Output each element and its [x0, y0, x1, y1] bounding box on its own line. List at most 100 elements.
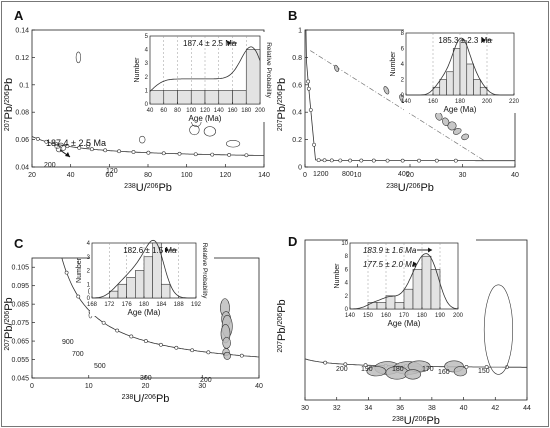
- concordia-marker: [177, 151, 182, 156]
- x-axis-label-text: 238U/206Pb: [392, 415, 440, 427]
- concordia-marker: [146, 150, 151, 155]
- y-axis-label-text: 207Pb/206Pb: [3, 297, 15, 350]
- inset-x-tick-label: 200: [482, 99, 493, 105]
- inset-annotation-arrowhead: [428, 247, 433, 253]
- concordia-marker: [131, 150, 136, 154]
- error-ellipse: [85, 142, 91, 149]
- error-ellipse: [442, 117, 450, 127]
- concordia-marker: [161, 151, 166, 156]
- y-axis-label-text: 207Pb/206Pb: [3, 78, 15, 131]
- inset-x-tick-label: 100: [186, 108, 197, 114]
- y-tick-label: 0.04: [15, 165, 29, 172]
- y-axis-label-part: Pb/: [276, 102, 288, 119]
- x-tick-label: 30: [198, 383, 206, 390]
- y-axis-label-part: Pb: [276, 78, 288, 91]
- y-tick-label: 0: [298, 165, 302, 172]
- panel-letter: A: [14, 8, 24, 23]
- x-axis-label-part: 206: [144, 394, 156, 401]
- x-tick-label: 120: [219, 172, 231, 179]
- error-ellipse: [404, 369, 422, 380]
- inset-annotation: 183.9 ± 1.6 Ma: [363, 246, 417, 255]
- histogram-bar: [439, 79, 447, 96]
- x-tick-label: 60: [105, 172, 113, 179]
- concordia-marker: [44, 139, 49, 144]
- y-axis-label-part: 207: [277, 341, 284, 353]
- x-tick-label: 38: [428, 405, 436, 412]
- inset-x-tick-label: 40: [147, 108, 154, 114]
- histogram-bar: [452, 48, 461, 96]
- y-axis-label-part: Pb/: [3, 322, 15, 339]
- histogram-bar: [163, 90, 178, 105]
- x-tick-label: 32: [333, 405, 341, 412]
- error-ellipse: [54, 144, 60, 149]
- inset-annotation: 185.3 ± 2.3 Ma: [438, 36, 492, 45]
- annotation-arrowhead: [65, 152, 70, 157]
- inset-x-label: Age (Ma): [388, 319, 421, 328]
- concordia-marker: [210, 152, 215, 157]
- x-tick-label: 140: [258, 172, 270, 179]
- inset-y-tick-label: 2: [145, 75, 149, 81]
- histogram-bar: [245, 49, 261, 105]
- inset-y-tick-label: 3: [87, 255, 91, 261]
- concordia-age-label: 200: [44, 162, 56, 169]
- concordia-age-label: 120: [106, 168, 118, 175]
- x-tick-label: 80: [144, 172, 152, 179]
- histogram-bar: [473, 79, 481, 96]
- x-tick-label: 30: [301, 405, 309, 412]
- error-ellipse: [453, 366, 468, 377]
- inset-annotation-arrowhead: [227, 40, 232, 46]
- panel-A: A20 40 60 80 100 120 1400.040.060.080.10.120.1…: [14, 8, 270, 179]
- x-tick-label: 44: [523, 405, 531, 412]
- concordia-marker: [338, 158, 343, 163]
- concordia-marker: [77, 145, 82, 150]
- y-tick-label: 0.2: [292, 137, 302, 144]
- error-ellipse: [447, 121, 457, 131]
- inset-x-tick-label: 170: [399, 313, 410, 319]
- x-axis-label-part: U/: [136, 182, 148, 194]
- inset-y-label: Number: [76, 257, 83, 283]
- concordia-marker: [323, 360, 328, 365]
- error-ellipse: [75, 51, 82, 64]
- concordia-marker: [306, 86, 311, 91]
- inset-x-tick-label: 192: [191, 302, 202, 308]
- y-tick-label: 0.105: [11, 265, 29, 272]
- y-axis-label-part: 207: [4, 339, 11, 351]
- concordia-age-label: 150: [478, 368, 490, 375]
- concordia-age-label: 180: [392, 366, 404, 373]
- inset-C: 168 172 176 180 184 188 192 0 1 2 3 4 Age (Ma) Number…: [76, 239, 214, 317]
- y-axis-label-part: 207: [277, 119, 284, 131]
- inset-x-tick-label: 180: [241, 108, 252, 114]
- concordia-marker: [190, 348, 195, 353]
- inset-y-tick-label: 4: [87, 241, 91, 247]
- concordia-marker: [385, 158, 390, 163]
- y-axis-label-part: Pb/: [3, 102, 15, 119]
- concordia-marker: [158, 342, 163, 347]
- inset-x-tick-label: 184: [156, 302, 167, 308]
- y-tick-label: 0.8: [292, 55, 302, 62]
- concordia-age-label: 160: [438, 369, 450, 376]
- inset-x-tick-label: 190: [435, 313, 446, 319]
- panel-letter: C: [14, 236, 24, 251]
- y-axis-label-part: 206: [277, 313, 284, 325]
- x-axis-label-part: 206: [409, 183, 421, 190]
- x-axis-label-text: 238U/206Pb: [124, 182, 172, 194]
- concordia-marker: [484, 365, 489, 369]
- error-ellipse: [139, 135, 146, 144]
- error-ellipse: [59, 144, 67, 151]
- histogram-bar: [376, 302, 387, 310]
- inset-annotation: 187.4 ± 2.5 Ma: [183, 39, 237, 48]
- inset-y-tick-label: 4: [401, 62, 405, 68]
- inset-x-tick-label: 160: [381, 313, 392, 319]
- x-axis-label: 238U/206Pb: [124, 182, 172, 194]
- y-axis-label-part: Pb: [276, 299, 288, 312]
- concordia-marker: [143, 339, 148, 343]
- y-tick-label: 0.14: [15, 28, 29, 35]
- concordia-marker: [417, 158, 421, 163]
- concordia-age-label: 200: [200, 377, 212, 384]
- inset-y-tick-label: 6: [345, 267, 349, 273]
- panel-C: C0 10 20 30 400.0450.0550.0650.0750.0850.095…: [11, 236, 263, 390]
- y-axis-label-part: Pb/: [276, 324, 288, 341]
- x-axis-label: 238U/206Pb: [386, 182, 434, 194]
- inset-x-tick-label: 140: [401, 99, 412, 105]
